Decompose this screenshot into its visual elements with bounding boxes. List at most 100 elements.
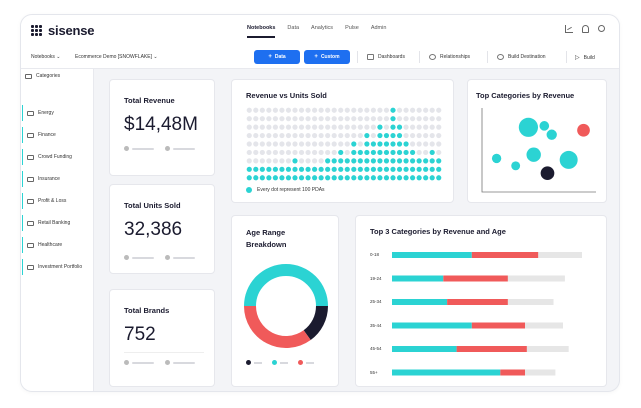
dot-empty xyxy=(396,107,403,113)
hbar-segment xyxy=(392,346,457,352)
dot-filled xyxy=(364,132,370,139)
dot-filled xyxy=(377,141,383,147)
chart-icon[interactable] xyxy=(565,25,573,33)
dot-empty xyxy=(344,116,350,122)
dot-filled xyxy=(370,175,376,181)
dot-filled xyxy=(318,166,324,172)
kpi-value: 752 xyxy=(124,324,156,345)
logo-mark-icon xyxy=(31,24,43,37)
dot-empty xyxy=(364,116,370,122)
nav-pulse[interactable]: Pulse xyxy=(345,25,359,31)
dot-filled xyxy=(416,175,422,181)
dot-filled xyxy=(259,175,265,181)
add-data-button[interactable]: + Data xyxy=(254,50,300,64)
nav-data[interactable]: Data xyxy=(287,25,300,31)
dot-empty xyxy=(246,116,252,122)
dot-filled xyxy=(253,166,259,172)
sidebar-item-retail-banking[interactable]: Retail Banking xyxy=(22,215,92,231)
dot-filled xyxy=(383,149,390,156)
sidebar-header[interactable]: Categories xyxy=(25,73,60,79)
dot-empty xyxy=(351,124,357,130)
relationships-button[interactable]: Relationships xyxy=(429,54,470,60)
sidebar-item-insurance[interactable]: Insurance xyxy=(22,171,92,187)
dot-empty xyxy=(325,141,331,147)
nav-notebooks[interactable]: Notebooks xyxy=(247,25,276,38)
dot-filled xyxy=(429,175,435,181)
dot-empty xyxy=(285,149,292,156)
dot-empty xyxy=(246,124,252,130)
dot-empty xyxy=(266,141,272,147)
dot-empty xyxy=(272,107,278,113)
dot-filled xyxy=(370,158,376,164)
dot-filled xyxy=(377,149,383,156)
divider xyxy=(487,51,488,63)
divider xyxy=(419,51,420,63)
dashboards-button[interactable]: Dashboards xyxy=(367,54,405,60)
build-destination-button[interactable]: Build Destination xyxy=(497,54,546,60)
hbar-segment xyxy=(526,346,569,352)
build-button[interactable]: ▷ Build xyxy=(575,54,595,62)
dot-filled xyxy=(364,175,370,181)
dot-empty xyxy=(331,149,337,156)
sidebar-item-healthcare[interactable]: Healthcare xyxy=(22,237,92,253)
hbar-category-label: 45-54 xyxy=(370,346,382,351)
dot-filled xyxy=(377,166,383,172)
sidebar-item-finance[interactable]: Finance xyxy=(22,127,92,143)
bell-icon[interactable] xyxy=(582,25,589,33)
dot-empty xyxy=(338,141,344,147)
dot-empty xyxy=(272,158,278,164)
sidebar-item-investment-portfolio[interactable]: Investment Portfolio xyxy=(22,259,92,275)
dot-filled xyxy=(390,158,396,164)
model-dropdown[interactable]: Ecommerce Demo [SNOWFLAKE] ⌄ xyxy=(75,54,158,60)
dot-filled xyxy=(338,166,344,172)
dot-empty xyxy=(318,132,324,139)
dot-empty xyxy=(246,158,252,164)
dot-empty xyxy=(423,116,429,122)
dot-filled xyxy=(410,166,416,172)
dot-empty xyxy=(403,107,409,113)
dot-empty xyxy=(423,141,429,147)
dot-empty xyxy=(403,116,409,122)
user-icon[interactable] xyxy=(598,25,605,32)
dot-filled xyxy=(266,175,272,181)
sidebar-item-crowd-funding[interactable]: Crowd Funding xyxy=(22,149,92,165)
dot-empty xyxy=(325,116,331,122)
dot-empty xyxy=(338,116,344,122)
dot-filled xyxy=(410,175,416,181)
dot-filled xyxy=(396,158,403,164)
dot-empty xyxy=(253,141,259,147)
notebooks-dropdown[interactable]: Notebooks ⌄ xyxy=(31,54,61,60)
dot-filled xyxy=(383,175,390,181)
divider xyxy=(124,352,204,353)
dot-filled xyxy=(396,166,403,172)
dot-filled xyxy=(436,175,442,181)
dot-empty xyxy=(429,124,435,130)
dot-empty xyxy=(266,116,272,122)
dot-empty xyxy=(285,132,292,139)
main-nav: Notebooks Data Analytics Pulse Admin xyxy=(247,25,387,38)
kpi-card-brands: Total Brands 752 xyxy=(109,289,215,387)
dot-empty xyxy=(318,107,324,113)
dot-empty xyxy=(285,158,292,164)
nav-analytics[interactable]: Analytics xyxy=(311,25,334,31)
dot-filled xyxy=(383,132,390,139)
dot-empty xyxy=(423,132,429,139)
divider xyxy=(357,51,358,63)
dot-empty xyxy=(436,149,442,156)
dot-filled xyxy=(377,124,383,130)
dot-empty xyxy=(364,107,370,113)
dot-empty xyxy=(338,107,344,113)
dot-filled xyxy=(259,166,265,172)
age-range-card: Age Range Breakdown xyxy=(231,215,339,387)
donut-slice xyxy=(303,305,328,340)
sidebar-item-profit-loss[interactable]: Profit & Loss xyxy=(22,193,92,209)
nav-admin[interactable]: Admin xyxy=(370,25,387,31)
dot-empty xyxy=(312,158,318,164)
sidebar-item-energy[interactable]: Energy xyxy=(22,105,92,121)
sisense-logo[interactable]: sisense xyxy=(31,23,95,38)
logo-text: sisense xyxy=(48,23,95,38)
scatter-axes xyxy=(481,108,596,193)
add-custom-button[interactable]: + Custom xyxy=(304,50,350,64)
dot-filled xyxy=(396,175,403,181)
dot-empty xyxy=(344,149,350,156)
